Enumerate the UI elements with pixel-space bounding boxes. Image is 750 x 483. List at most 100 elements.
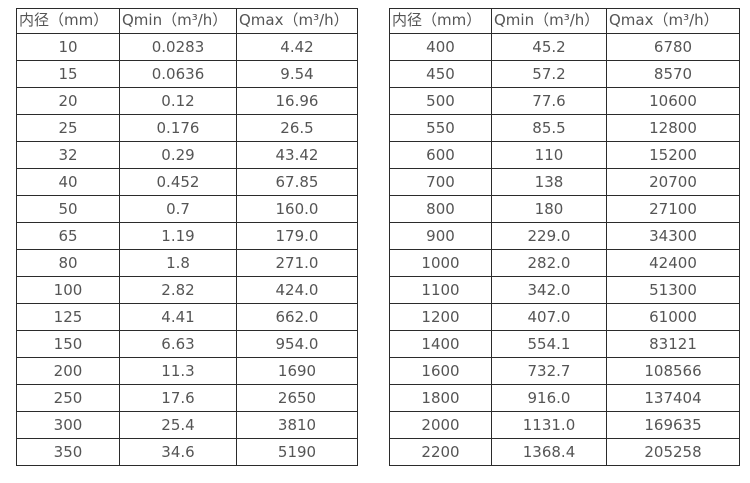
table-cell: 2200 (389, 438, 492, 466)
table-cell: 600 (389, 141, 492, 169)
table-cell: 4.42 (236, 33, 358, 61)
table-row: 1600 732.7 108566 (389, 357, 740, 385)
table-cell: 45.2 (491, 33, 607, 61)
table-row: 125 4.41 662.0 (16, 303, 358, 331)
table-cell: 160.0 (236, 195, 358, 223)
table-cell: 5190 (236, 438, 358, 466)
table-cell: 407.0 (491, 303, 607, 331)
table-row: 450 57.2 8570 (389, 60, 740, 88)
table-cell: 900 (389, 222, 492, 250)
table-row: 100 2.82 424.0 (16, 276, 358, 304)
table-row: 550 85.5 12800 (389, 114, 740, 142)
table-row: 1200 407.0 61000 (389, 303, 740, 331)
table-cell: 200 (16, 357, 120, 385)
table-cell: 0.7 (119, 195, 237, 223)
column-header: Qmax（m³/h） (236, 8, 358, 34)
table-cell: 17.6 (119, 384, 237, 412)
table-cell: 50 (16, 195, 120, 223)
table-cell: 16.96 (236, 87, 358, 115)
table-cell: 83121 (606, 330, 740, 358)
flow-table-small-diameters: 内径（mm） Qmin（m³/h） Qmax（m³/h） 10 0.0283 4.42 15… (16, 8, 358, 466)
table-row: 150 6.63 954.0 (16, 330, 358, 358)
table-cell: 8570 (606, 60, 740, 88)
table-cell: 3810 (236, 411, 358, 439)
table-cell: 27100 (606, 195, 740, 223)
table-cell: 137404 (606, 384, 740, 412)
tables-container: 内径（mm） Qmin（m³/h） Qmax（m³/h） 10 0.0283 4.42 15… (16, 8, 740, 466)
table-cell: 0.0283 (119, 33, 237, 61)
column-header: Qmin（m³/h） (491, 8, 607, 34)
table-cell: 800 (389, 195, 492, 223)
table-cell: 700 (389, 168, 492, 196)
table-cell: 2650 (236, 384, 358, 412)
table-row: 2000 1131.0 169635 (389, 411, 740, 439)
table-cell: 271.0 (236, 249, 358, 277)
table-cell: 450 (389, 60, 492, 88)
table-cell: 10600 (606, 87, 740, 115)
table-cell: 6.63 (119, 330, 237, 358)
table-row: 300 25.4 3810 (16, 411, 358, 439)
table-row: 400 45.2 6780 (389, 33, 740, 61)
table-cell: 11.3 (119, 357, 237, 385)
table-cell: 1368.4 (491, 438, 607, 466)
table-cell: 550 (389, 114, 492, 142)
table-cell: 400 (389, 33, 492, 61)
table-cell: 2.82 (119, 276, 237, 304)
table-cell: 77.6 (491, 87, 607, 115)
flow-table-large-diameters: 内径（mm） Qmin（m³/h） Qmax（m³/h） 400 45.2 6780 450… (389, 8, 740, 466)
table-cell: 424.0 (236, 276, 358, 304)
table-cell: 554.1 (491, 330, 607, 358)
table-cell: 954.0 (236, 330, 358, 358)
table-row: 10 0.0283 4.42 (16, 33, 358, 61)
table-cell: 65 (16, 222, 120, 250)
table-cell: 205258 (606, 438, 740, 466)
table-cell: 9.54 (236, 60, 358, 88)
table-cell: 169635 (606, 411, 740, 439)
table-row: 1400 554.1 83121 (389, 330, 740, 358)
table-cell: 57.2 (491, 60, 607, 88)
column-header: 内径（mm） (16, 8, 120, 34)
table-row: 600 110 15200 (389, 141, 740, 169)
table-cell: 1400 (389, 330, 492, 358)
table-cell: 100 (16, 276, 120, 304)
table-cell: 12800 (606, 114, 740, 142)
table-cell: 0.452 (119, 168, 237, 196)
table-cell: 0.176 (119, 114, 237, 142)
table-row: 1800 916.0 137404 (389, 384, 740, 412)
table-row: 200 11.3 1690 (16, 357, 358, 385)
table-cell: 1131.0 (491, 411, 607, 439)
table-cell: 282.0 (491, 249, 607, 277)
table-cell: 662.0 (236, 303, 358, 331)
table-row: 500 77.6 10600 (389, 87, 740, 115)
table-cell: 350 (16, 438, 120, 466)
table-cell: 110 (491, 141, 607, 169)
table-cell: 25 (16, 114, 120, 142)
table-cell: 1100 (389, 276, 492, 304)
table-row: 40 0.452 67.85 (16, 168, 358, 196)
table-cell: 15200 (606, 141, 740, 169)
table-cell: 61000 (606, 303, 740, 331)
table-row: 800 180 27100 (389, 195, 740, 223)
table-cell: 0.29 (119, 141, 237, 169)
table-cell: 1600 (389, 357, 492, 385)
table-cell: 40 (16, 168, 120, 196)
table-cell: 0.0636 (119, 60, 237, 88)
table-cell: 732.7 (491, 357, 607, 385)
table-row: 350 34.6 5190 (16, 438, 358, 466)
table-cell: 125 (16, 303, 120, 331)
column-header: Qmax（m³/h） (606, 8, 740, 34)
table-cell: 2000 (389, 411, 492, 439)
table-cell: 108566 (606, 357, 740, 385)
table-cell: 80 (16, 249, 120, 277)
table-row: 50 0.7 160.0 (16, 195, 358, 223)
table-cell: 138 (491, 168, 607, 196)
table-cell: 4.41 (119, 303, 237, 331)
table-cell: 85.5 (491, 114, 607, 142)
table-cell: 26.5 (236, 114, 358, 142)
table-cell: 51300 (606, 276, 740, 304)
table-cell: 180 (491, 195, 607, 223)
table-row: 2200 1368.4 205258 (389, 438, 740, 466)
table-row: 700 138 20700 (389, 168, 740, 196)
table-cell: 32 (16, 141, 120, 169)
table-cell: 25.4 (119, 411, 237, 439)
